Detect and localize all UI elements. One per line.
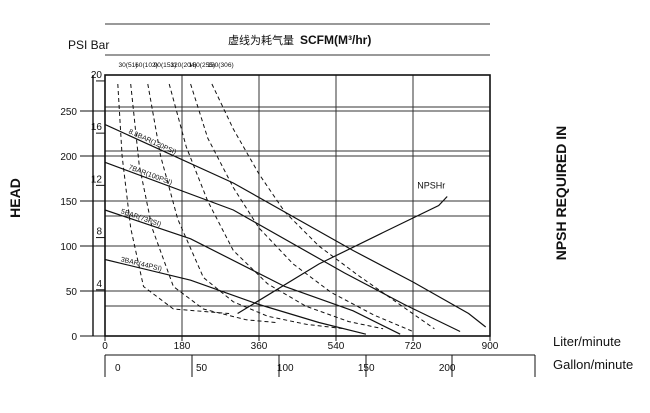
x-tick-lpm: 0 <box>102 341 108 352</box>
x-axis-lpm-ticks: 0 180 360 540 720 900 <box>102 336 499 352</box>
air-curve <box>117 83 230 314</box>
y-axis-psi-ticks: 0 50 100 150 200 250 <box>60 75 105 343</box>
x-axis-label-lpm: Liter/minute <box>553 334 621 349</box>
y-tick-bar: 12 <box>91 174 103 185</box>
y-tick-psi: 250 <box>60 107 77 118</box>
y-tick-psi: 50 <box>66 287 78 298</box>
air-tick: 30(51) <box>118 62 137 69</box>
x-tick-gpm: 50 <box>196 363 208 374</box>
x-tick-lpm: 540 <box>328 341 345 352</box>
grid-lines <box>105 23 490 336</box>
air-tick: 60(102) <box>135 62 158 69</box>
x-tick-gpm: 0 <box>115 363 121 374</box>
x-axis-gpm-scale: 0 50 100 150 200 <box>104 354 536 377</box>
series-label: NPSHr <box>417 181 445 191</box>
air-curve <box>190 83 414 332</box>
y-tick-bar: 4 <box>96 279 102 290</box>
chart-title: 虚线为耗气量 <box>228 33 294 47</box>
y-axis-label-left: HEAD <box>7 178 23 218</box>
air-consumption-ticks: 30(51)60(102)90(153)120(204)150(255)180(… <box>118 62 233 69</box>
air-curve <box>168 83 384 330</box>
y-axis-bar-ticks: 20 16 12 8 4 <box>91 70 105 291</box>
x-tick-gpm: 100 <box>277 363 294 374</box>
y-tick-bar: 20 <box>91 70 103 81</box>
y-axis-label-right: NPSH REQUIRED IN <box>553 126 569 261</box>
y-tick-psi: 200 <box>60 152 77 163</box>
air-tick: 180(306) <box>207 62 233 69</box>
air-tick: 150(255) <box>189 62 215 69</box>
y-tick-bar: 16 <box>91 122 103 133</box>
series-line <box>104 209 401 335</box>
series-line <box>104 258 367 335</box>
x-tick-lpm: 360 <box>251 341 268 352</box>
series-label: 5BAR(73PSI) <box>120 208 162 228</box>
plot-frame <box>104 74 491 337</box>
x-tick-gpm: 200 <box>439 363 456 374</box>
series-label: 8.3BAR(120PSI) <box>127 128 177 156</box>
air-curve <box>147 83 345 330</box>
y-tick-psi: 150 <box>60 197 77 208</box>
x-axis-label-gpm: Gallon/minute <box>553 357 633 372</box>
series-line <box>104 161 461 333</box>
x-tick-lpm: 720 <box>405 341 422 352</box>
series-label: 3BAR(44PSI) <box>120 256 162 273</box>
air-tick: 120(204) <box>170 62 196 69</box>
series-line <box>104 123 487 328</box>
x-tick-gpm: 150 <box>358 363 375 374</box>
y-tick-psi: 0 <box>71 332 77 343</box>
y-unit-left: PSI Bar <box>68 38 109 52</box>
series-line <box>237 196 448 315</box>
y-tick-psi: 100 <box>60 242 77 253</box>
x-tick-lpm: 900 <box>482 341 499 352</box>
air-curve <box>130 83 277 323</box>
x-tick-lpm: 180 <box>174 341 191 352</box>
air-tick: 90(153) <box>154 62 177 69</box>
chart-subtitle: SCFM(M³/hr) <box>300 33 371 47</box>
y-tick-bar: 8 <box>96 227 102 238</box>
